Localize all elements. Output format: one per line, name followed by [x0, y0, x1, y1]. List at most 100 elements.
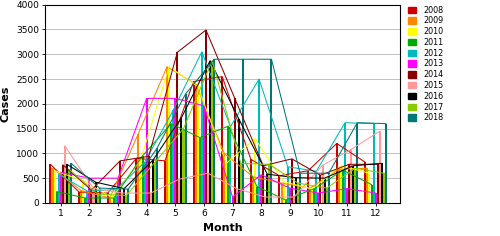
- Bar: [58, 174, 59, 203]
- Bar: [174, 98, 176, 203]
- Bar: [385, 124, 387, 203]
- Bar: [164, 161, 166, 203]
- Bar: [366, 168, 368, 203]
- Bar: [242, 59, 244, 203]
- Bar: [252, 177, 254, 203]
- Bar: [140, 160, 141, 203]
- Bar: [113, 198, 115, 203]
- Bar: [234, 98, 235, 203]
- Bar: [201, 52, 203, 203]
- Bar: [62, 165, 64, 203]
- Bar: [92, 189, 94, 203]
- Bar: [250, 159, 252, 203]
- Bar: [228, 126, 230, 203]
- Bar: [203, 106, 205, 203]
- Bar: [111, 198, 113, 203]
- Bar: [90, 190, 92, 203]
- Bar: [354, 168, 356, 203]
- Bar: [78, 192, 80, 203]
- Bar: [170, 124, 172, 203]
- Bar: [64, 146, 66, 203]
- Bar: [154, 162, 156, 203]
- Bar: [268, 164, 270, 203]
- Bar: [196, 87, 198, 203]
- Bar: [121, 193, 123, 203]
- Bar: [211, 61, 213, 203]
- Bar: [98, 188, 100, 203]
- Bar: [324, 178, 326, 203]
- Bar: [142, 156, 144, 203]
- Bar: [320, 175, 322, 203]
- Bar: [180, 118, 182, 203]
- Bar: [106, 193, 108, 203]
- Bar: [148, 156, 150, 203]
- Bar: [207, 173, 209, 203]
- Bar: [338, 169, 340, 203]
- Bar: [152, 160, 154, 203]
- Bar: [209, 61, 211, 203]
- Bar: [166, 67, 168, 203]
- Bar: [328, 173, 330, 203]
- Bar: [117, 178, 119, 203]
- Bar: [115, 190, 117, 203]
- Bar: [221, 76, 223, 203]
- Bar: [213, 59, 215, 203]
- Bar: [264, 197, 266, 203]
- Bar: [326, 188, 328, 203]
- Bar: [318, 193, 320, 203]
- Bar: [280, 183, 282, 203]
- Bar: [84, 198, 86, 203]
- Bar: [372, 124, 374, 203]
- Bar: [156, 148, 158, 203]
- Bar: [376, 164, 378, 203]
- Bar: [232, 197, 234, 203]
- Bar: [176, 52, 178, 203]
- Bar: [50, 164, 51, 203]
- Bar: [295, 178, 297, 203]
- Bar: [256, 187, 258, 203]
- Bar: [119, 161, 121, 203]
- Y-axis label: Cases: Cases: [1, 86, 11, 122]
- Bar: [123, 189, 125, 203]
- Bar: [150, 193, 152, 203]
- Bar: [194, 84, 196, 203]
- Bar: [240, 163, 242, 203]
- Bar: [383, 173, 385, 203]
- Bar: [236, 189, 238, 203]
- Bar: [346, 189, 348, 203]
- Legend: 2008, 2009, 2010, 2011, 2012, 2013, 2014, 2015, 2016, 2017, 2018: 2008, 2009, 2010, 2011, 2012, 2013, 2014…: [408, 5, 444, 123]
- Bar: [254, 139, 256, 203]
- Bar: [86, 191, 88, 203]
- Bar: [136, 158, 138, 203]
- X-axis label: Month: Month: [202, 223, 242, 233]
- Bar: [348, 164, 350, 203]
- Bar: [144, 162, 146, 203]
- Bar: [178, 179, 180, 203]
- Bar: [379, 131, 381, 203]
- Bar: [291, 159, 293, 203]
- Bar: [270, 59, 272, 203]
- Bar: [80, 191, 82, 203]
- Bar: [168, 67, 170, 203]
- Bar: [282, 182, 284, 203]
- Bar: [262, 166, 264, 203]
- Bar: [192, 82, 194, 203]
- Bar: [316, 171, 318, 203]
- Bar: [293, 197, 295, 203]
- Bar: [66, 164, 68, 203]
- Bar: [68, 169, 70, 203]
- Bar: [128, 189, 130, 203]
- Bar: [260, 175, 262, 203]
- Bar: [322, 165, 324, 203]
- Bar: [356, 123, 358, 203]
- Bar: [266, 174, 268, 203]
- Bar: [284, 200, 286, 203]
- Bar: [108, 198, 111, 203]
- Bar: [297, 183, 299, 203]
- Bar: [230, 127, 232, 203]
- Bar: [184, 94, 186, 203]
- Bar: [138, 134, 140, 203]
- Bar: [70, 163, 72, 203]
- Bar: [352, 166, 354, 203]
- Bar: [311, 189, 313, 203]
